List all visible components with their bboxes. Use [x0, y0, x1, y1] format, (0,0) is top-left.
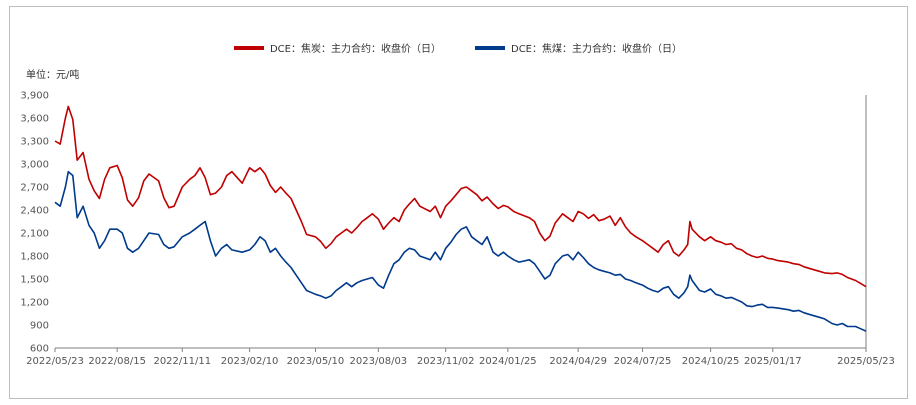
- series-line-coke: [54, 105, 867, 288]
- y-tick-label: 3,900: [20, 91, 49, 102]
- series-lines: [54, 105, 867, 332]
- x-tick-label: 2023/08/03: [350, 356, 408, 367]
- x-tick-label: 2022/11/11: [153, 356, 211, 367]
- y-tick-label: 2,400: [20, 206, 49, 217]
- y-tick-label: 1,500: [20, 275, 49, 286]
- y-tick-label: 3,000: [20, 160, 49, 171]
- legend-label-coke: DCE：焦炭：主力合约：收盘价（日）: [269, 44, 441, 55]
- y-tick-label: 1,800: [20, 252, 49, 263]
- x-tick-label: 2025/05/23: [837, 356, 895, 367]
- x-tick-label: 2024/07/25: [614, 356, 672, 367]
- series-line-coking-coal: [54, 170, 867, 332]
- legend-swatch-coke: [233, 45, 264, 50]
- y-tick-label: 2,100: [20, 229, 49, 240]
- y-tick-labels: 600 900 1,200 1,500 1,800 2,100 2,400 2,700 3,00…: [20, 91, 49, 355]
- y-tick-label: 1,200: [20, 298, 49, 309]
- y-tick-label: 900: [30, 321, 49, 332]
- x-tick-label: 2022/08/15: [88, 356, 146, 367]
- y-tick-label: 600: [30, 344, 49, 355]
- x-tick-label: 2025/01/17: [744, 356, 802, 367]
- chart-frame: [9, 6, 908, 399]
- x-tick-label: 2023/02/10: [221, 356, 279, 367]
- legend: DCE：焦炭：主力合约：收盘价（日） DCE：焦煤：主力合约：收盘价（日）: [0, 40, 916, 55]
- unit-label: 单位：元/吨: [26, 70, 80, 81]
- y-tick-label: 3,300: [20, 137, 49, 148]
- x-tick-label: 2022/05/23: [26, 356, 84, 367]
- x-tick-label: 2023/11/02: [417, 356, 475, 367]
- legend-label-coking-coal: DCE：焦煤：主力合约：收盘价（日）: [511, 44, 683, 55]
- x-tick-label: 2024/01/25: [479, 356, 537, 367]
- y-tick-label: 2,700: [20, 183, 49, 194]
- y-tick-label: 3,600: [20, 114, 49, 125]
- legend-item-coke[interactable]: DCE：焦炭：主力合约：收盘价（日）: [233, 40, 441, 55]
- x-tick-label: 2024/10/25: [682, 356, 740, 367]
- x-tick-label: 2023/05/10: [287, 356, 345, 367]
- axes: [55, 95, 867, 349]
- x-tick-label: 2024/04/29: [549, 356, 607, 367]
- x-tick-labels: 2022/05/23 2022/08/15 2022/11/11 2023/02/10…: [26, 348, 895, 367]
- legend-item-coking-coal[interactable]: DCE：焦煤：主力合约：收盘价（日）: [475, 40, 682, 55]
- legend-swatch-coking-coal: [475, 45, 505, 50]
